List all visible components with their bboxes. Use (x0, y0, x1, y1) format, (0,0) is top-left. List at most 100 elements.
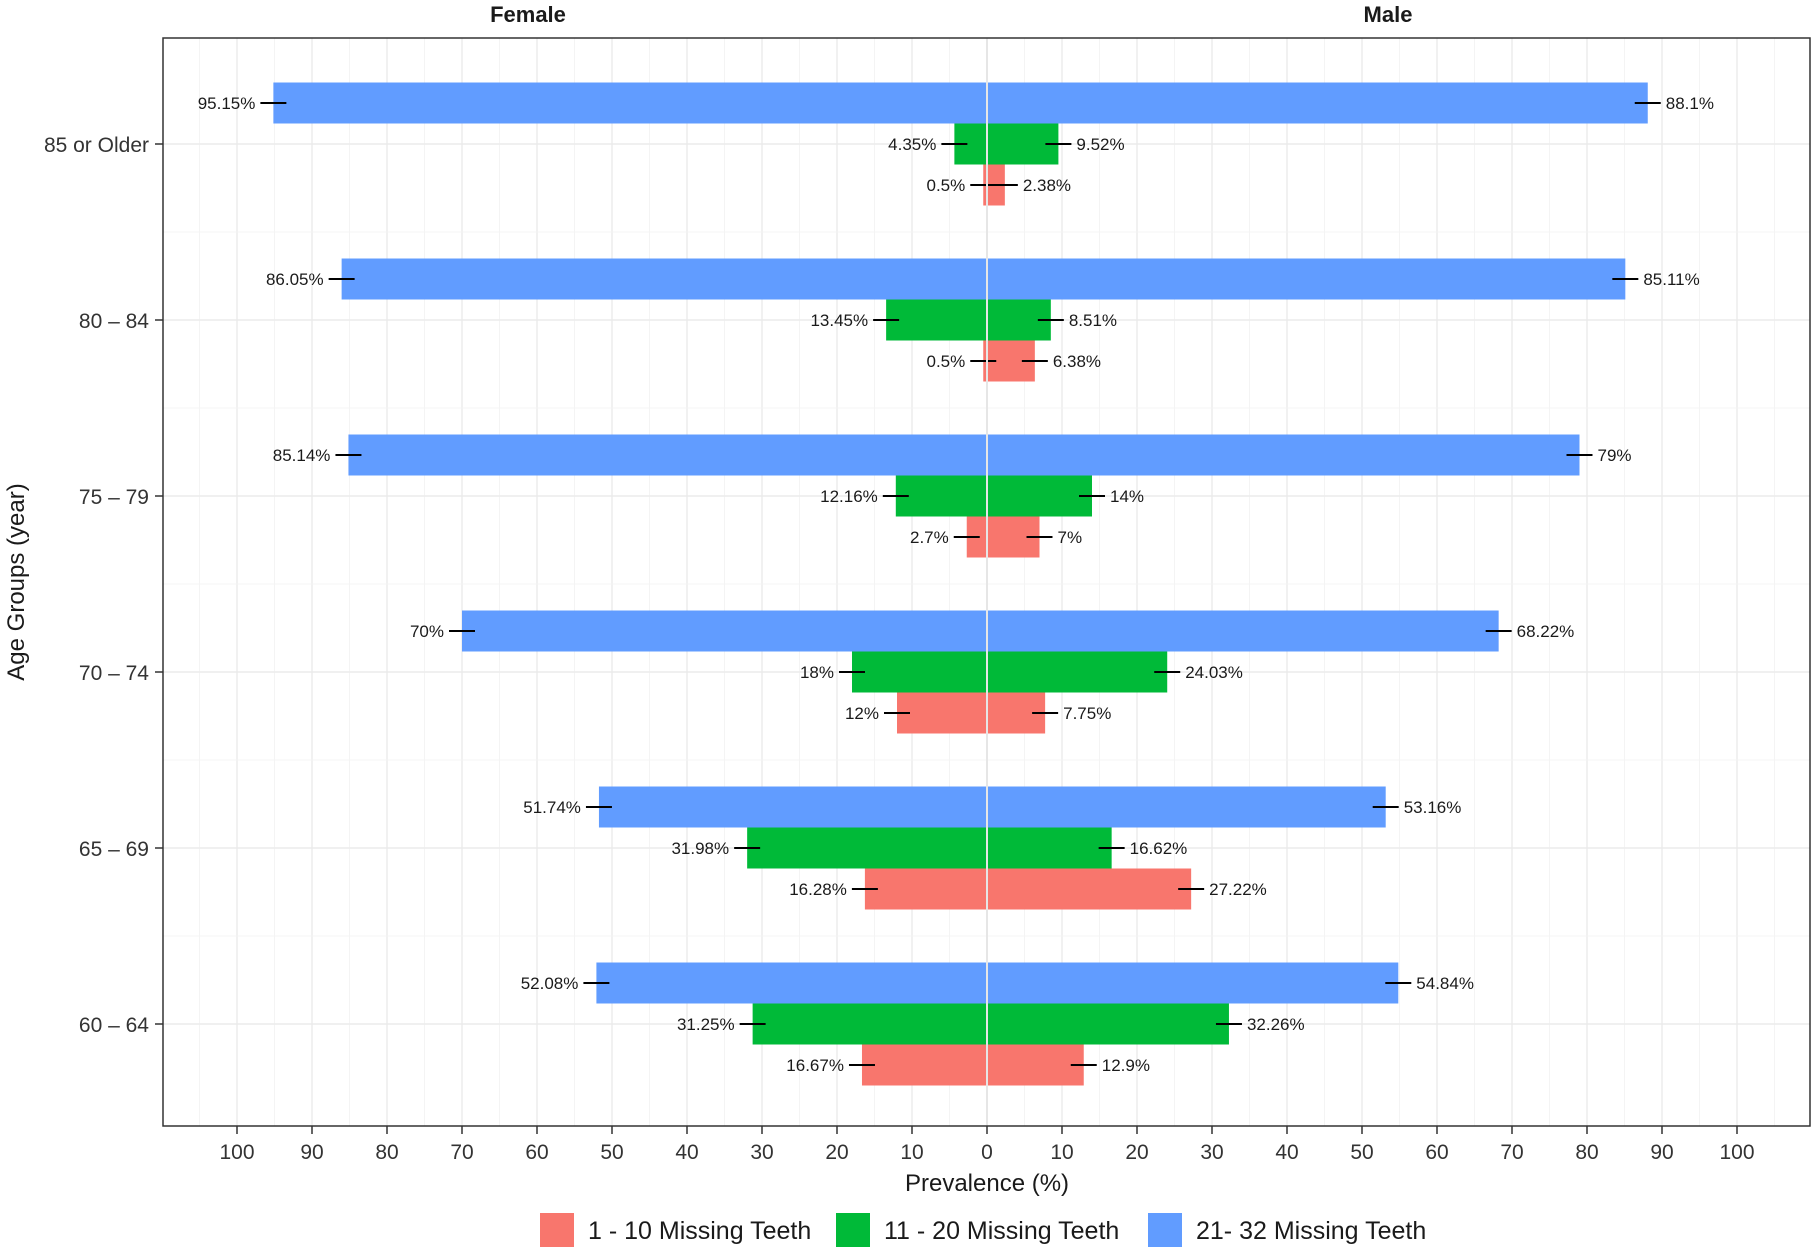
x-tick-label: 100 (1719, 1141, 1754, 1164)
bar-female (462, 610, 987, 652)
legend-key (1148, 1213, 1182, 1247)
data-label-male: 7.75% (1063, 704, 1111, 723)
y-tick-label: 70 – 74 (79, 662, 149, 685)
x-tick-label: 10 (900, 1141, 923, 1164)
data-label-male: 53.16% (1404, 798, 1462, 817)
x-tick-label: 70 (1500, 1141, 1523, 1164)
data-label-male: 88.1% (1666, 94, 1714, 113)
facet-title-male: Male (1364, 2, 1413, 27)
bar-female (861, 1044, 987, 1086)
data-label-female: 86.05% (266, 270, 324, 289)
data-label-male: 6.38% (1053, 352, 1101, 371)
data-label-male: 79% (1598, 446, 1632, 465)
x-axis: 100 90 80 70 60 50 40 30 20 10 0 10 20 30 40 50 60 70 80 90… (219, 1126, 1755, 1164)
data-label-female: 95.15% (198, 94, 256, 113)
data-label-female: 4.35% (888, 135, 936, 154)
data-label-male: 54.84% (1416, 974, 1474, 993)
bar-female (895, 475, 987, 517)
data-label-female: 0.5% (927, 176, 966, 195)
data-label-female: 31.98% (671, 839, 729, 858)
data-label-female: 31.25% (677, 1015, 735, 1034)
bar-female (341, 258, 987, 300)
bar-male (987, 786, 1386, 828)
data-label-female: 70% (410, 622, 444, 641)
bar-male (987, 962, 1399, 1004)
data-label-male: 9.52% (1076, 135, 1124, 154)
legend-label: 1 - 10 Missing Teeth (588, 1217, 811, 1245)
bar-female (752, 1003, 987, 1045)
data-label-male: 27.22% (1209, 880, 1267, 899)
x-tick-label: 0 (981, 1141, 993, 1164)
data-label-female: 12.16% (820, 487, 878, 506)
data-labels-layer: 16.67% 12.9% 16.28% 27.22% 12% 7.75% 2.7% 7% 0.5… (198, 94, 1714, 1075)
data-label-male: 12.9% (1102, 1056, 1150, 1075)
bar-male (987, 434, 1580, 476)
x-tick-label: 80 (1575, 1141, 1598, 1164)
bar-male (987, 82, 1648, 124)
data-label-male: 16.62% (1130, 839, 1188, 858)
bar-male (987, 1044, 1084, 1086)
data-label-male: 14% (1110, 487, 1144, 506)
y-tick-label: 60 – 64 (79, 1014, 149, 1037)
data-label-male: 24.03% (1185, 663, 1243, 682)
x-tick-label: 90 (300, 1141, 323, 1164)
data-label-male: 7% (1058, 528, 1083, 547)
legend-key (836, 1213, 870, 1247)
data-label-female: 12% (845, 704, 879, 723)
x-tick-label: 60 (1425, 1141, 1448, 1164)
bar-male (987, 1003, 1229, 1045)
bar-female (897, 692, 987, 734)
x-tick-label: 30 (750, 1141, 773, 1164)
bar-female (852, 651, 987, 693)
data-label-female: 13.45% (810, 311, 868, 330)
y-tick-label: 65 – 69 (79, 838, 149, 861)
x-tick-label: 50 (1350, 1141, 1373, 1164)
data-label-male: 32.26% (1247, 1015, 1305, 1034)
legend-label: 11 - 20 Missing Teeth (884, 1217, 1119, 1245)
y-tick-label: 75 – 79 (79, 486, 149, 509)
bar-female (747, 827, 987, 869)
x-tick-label: 40 (675, 1141, 698, 1164)
y-tick-label: 85 or Older (44, 134, 149, 157)
bar-female (348, 434, 987, 476)
bar-male (987, 827, 1112, 869)
bar-male (987, 258, 1626, 300)
data-label-female: 16.67% (786, 1056, 844, 1075)
data-label-female: 0.5% (927, 352, 966, 371)
data-label-female: 52.08% (521, 974, 579, 993)
x-tick-label: 80 (375, 1141, 398, 1164)
x-tick-label: 100 (219, 1141, 254, 1164)
data-label-female: 16.28% (789, 880, 847, 899)
x-tick-label: 20 (1125, 1141, 1148, 1164)
x-tick-label: 90 (1650, 1141, 1673, 1164)
legend: 1 - 10 Missing Teeth 11 - 20 Missing Teet… (540, 1213, 1426, 1247)
x-tick-label: 40 (1275, 1141, 1298, 1164)
x-tick-label: 50 (600, 1141, 623, 1164)
y-axis: 60 – 64 65 – 69 70 – 74 75 – 79 80 – 84 85 or… (44, 134, 163, 1037)
data-label-male: 2.38% (1023, 176, 1071, 195)
bar-male (987, 610, 1499, 652)
y-axis-title: Age Groups (year) (3, 483, 30, 680)
data-label-male: 85.11% (1643, 270, 1699, 289)
data-label-female: 18% (800, 663, 834, 682)
error-bars-layer (260, 102, 1661, 1066)
bar-male (987, 651, 1168, 693)
x-tick-label: 20 (825, 1141, 848, 1164)
legend-label: 21- 32 Missing Teeth (1196, 1217, 1426, 1245)
bar-female (273, 82, 987, 124)
facet-title-female: Female (490, 2, 566, 27)
bar-male (987, 868, 1192, 910)
data-label-male: 68.22% (1517, 622, 1575, 641)
x-tick-label: 30 (1200, 1141, 1223, 1164)
y-tick-label: 80 – 84 (79, 310, 149, 333)
bars-layer (273, 82, 1648, 1086)
legend-key (540, 1213, 574, 1247)
x-axis-title: Prevalence (%) (905, 1170, 1069, 1197)
bar-male (987, 475, 1092, 517)
data-label-male: 8.51% (1069, 311, 1117, 330)
bar-female (886, 299, 987, 341)
x-tick-label: 70 (450, 1141, 473, 1164)
x-tick-label: 60 (525, 1141, 548, 1164)
data-label-female: 51.74% (523, 798, 581, 817)
